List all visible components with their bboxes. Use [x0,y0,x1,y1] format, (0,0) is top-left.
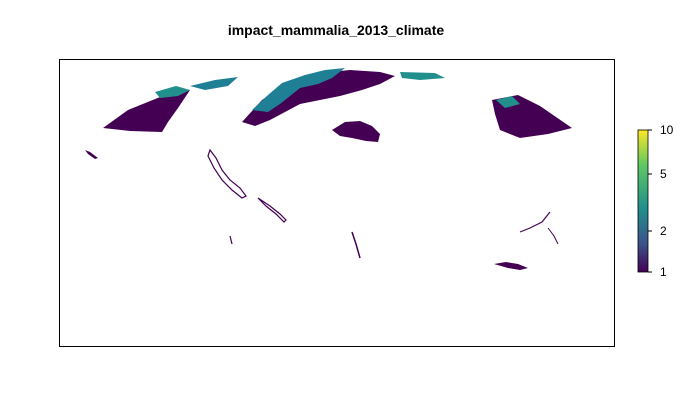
legend-tick-label-10: 10 [660,123,674,137]
land-west-wedge [103,90,190,132]
land-north-central [242,70,395,126]
land-islands-a [85,150,98,159]
legend-tick-label-2: 2 [660,224,667,238]
land-islands-e [351,231,361,259]
land-north-teal-3 [400,72,445,80]
land-north-teal-2 [190,77,238,90]
land-north-teal [252,68,345,112]
land-islands-b [207,148,247,199]
plot-frame [59,59,615,347]
map-title: impact_mammalia_2013_climate [227,22,445,38]
land-islands-h [547,227,559,245]
land-islands-d [229,235,233,245]
land-islands-g [519,211,551,233]
legend-tick-label-5: 5 [660,167,667,181]
legend-tick-label-1: 1 [660,265,667,279]
legend: 10 5 2 1 [637,123,674,279]
land-central-blob [332,121,380,142]
land-east-teal [496,96,520,108]
land-islands-f [494,262,528,270]
legend-colorbar [637,129,649,273]
land-west-teal [155,86,190,98]
land-islands-c [257,197,287,223]
raster-layer [85,68,572,270]
